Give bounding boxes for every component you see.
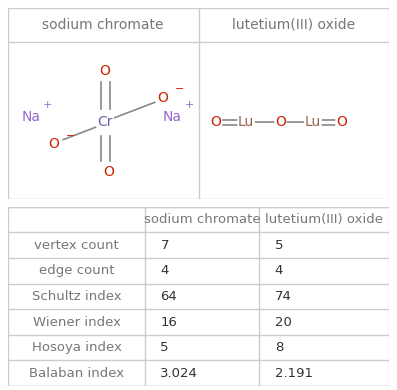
Text: 5: 5 — [275, 239, 283, 252]
Text: O: O — [104, 165, 114, 179]
Text: vertex count: vertex count — [34, 239, 119, 252]
Text: sodium chromate: sodium chromate — [144, 213, 260, 226]
Text: Cr: Cr — [97, 115, 113, 129]
Text: lutetium(III) oxide: lutetium(III) oxide — [232, 18, 355, 32]
Text: 4: 4 — [275, 264, 283, 277]
Text: 16: 16 — [160, 316, 177, 328]
Text: 74: 74 — [275, 290, 292, 303]
Text: 5: 5 — [160, 341, 169, 354]
Text: O: O — [275, 115, 286, 129]
Text: O: O — [210, 115, 221, 129]
Text: Na: Na — [21, 110, 40, 124]
Text: −: − — [175, 84, 184, 94]
Text: −: − — [66, 131, 75, 141]
Text: Balaban index: Balaban index — [29, 367, 124, 380]
Text: O: O — [336, 115, 347, 129]
Text: edge count: edge count — [39, 264, 114, 277]
Text: 4: 4 — [160, 264, 169, 277]
Text: +: + — [184, 100, 194, 110]
Text: 8: 8 — [275, 341, 283, 354]
Text: +: + — [43, 100, 53, 110]
Text: Na: Na — [162, 110, 181, 124]
Text: 2.191: 2.191 — [275, 367, 313, 380]
Text: Lu: Lu — [305, 115, 321, 129]
Text: 20: 20 — [275, 316, 292, 328]
Text: sodium chromate: sodium chromate — [42, 18, 164, 32]
Text: Hosoya index: Hosoya index — [32, 341, 121, 354]
Text: O: O — [48, 137, 59, 151]
Text: 7: 7 — [160, 239, 169, 252]
Text: O: O — [157, 90, 168, 105]
Text: 64: 64 — [160, 290, 177, 303]
Text: 3.024: 3.024 — [160, 367, 198, 380]
Text: Schultz index: Schultz index — [32, 290, 121, 303]
Text: O: O — [100, 64, 110, 78]
Text: lutetium(III) oxide: lutetium(III) oxide — [265, 213, 383, 226]
Text: Wiener index: Wiener index — [33, 316, 121, 328]
Text: Lu: Lu — [238, 115, 254, 129]
